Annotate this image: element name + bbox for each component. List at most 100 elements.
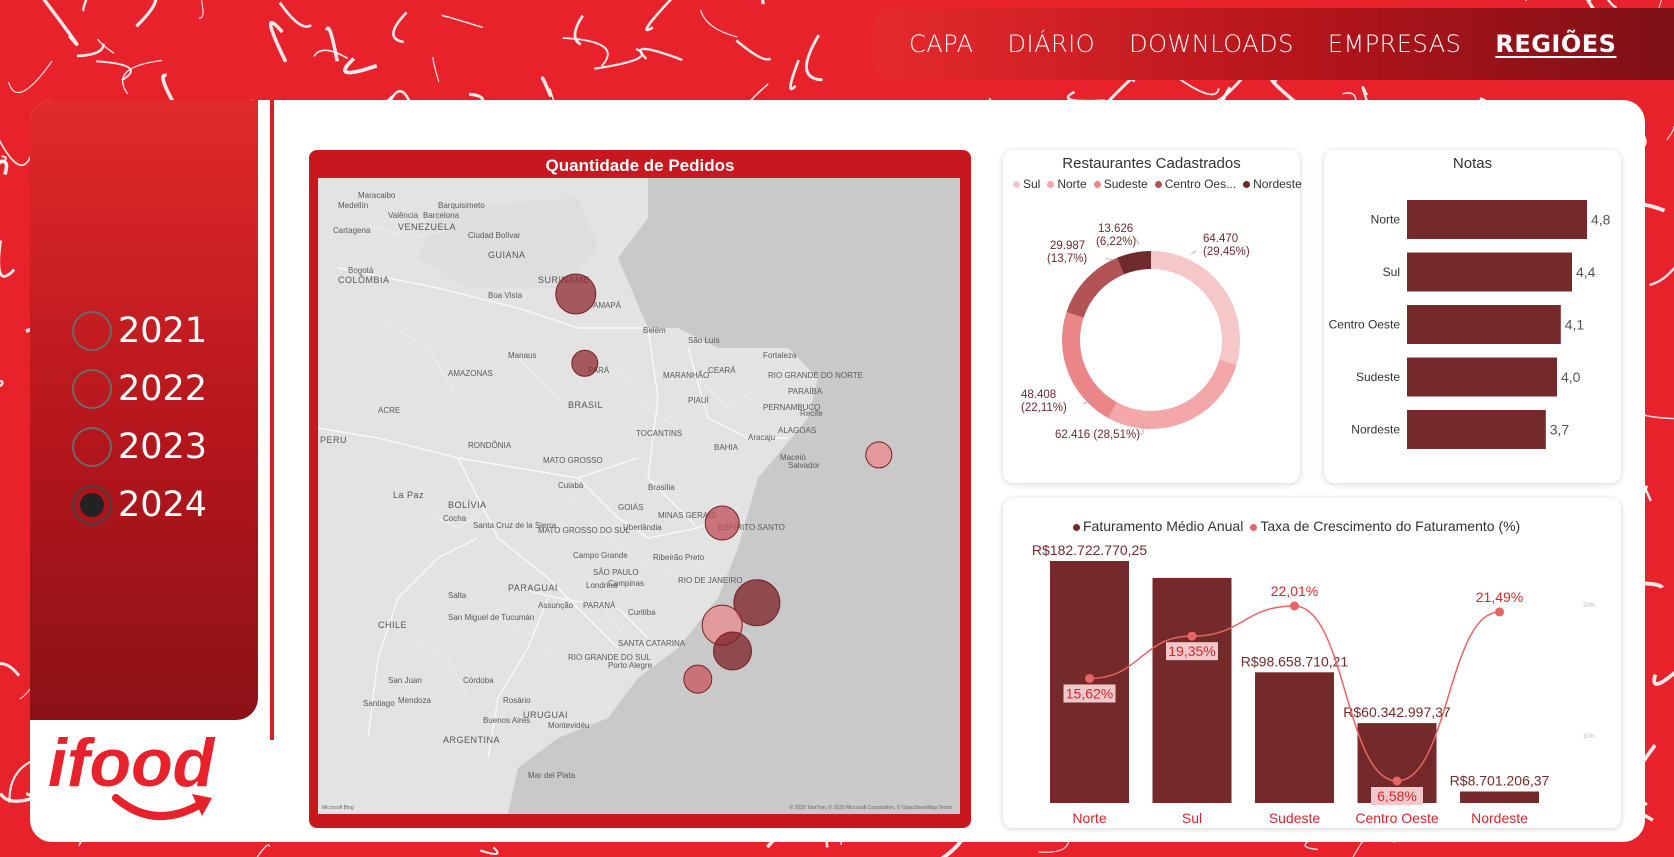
notas-card: Notas Norte 4,8 Sul 4,4 Centro Oeste 4,1 Sudes… xyxy=(1324,150,1621,483)
radio-icon[interactable] xyxy=(72,369,112,409)
map-label: RIO GRANDE DO SUL xyxy=(568,653,651,662)
map-label: Recife xyxy=(800,409,823,418)
map-label: Maceió xyxy=(780,453,806,462)
map-label: ACRE xyxy=(378,406,400,415)
donut-label-sul: 64.470 xyxy=(1203,233,1238,245)
donut-slice-norte xyxy=(1108,359,1237,429)
nav-tab-diario[interactable]: DIÁRIO xyxy=(1007,30,1096,58)
map-title: Quantidade de Pedidos xyxy=(545,156,735,175)
notas-category-label: Nordeste xyxy=(1351,423,1400,437)
faturamento-category-label: Sudeste xyxy=(1269,810,1321,826)
growth-rate-label: 19,35% xyxy=(1168,643,1215,659)
map-label: GOIÁS xyxy=(618,503,643,512)
map-label: MATO GROSSO xyxy=(543,456,603,465)
map-label: Uberlândia xyxy=(623,523,662,532)
radio-icon[interactable] xyxy=(72,311,112,351)
map-label: Mar del Plata xyxy=(528,771,576,780)
street-line xyxy=(325,26,339,62)
faturamento-bar-label: R$8.701.206,37 xyxy=(1450,773,1550,789)
notas-bar xyxy=(1407,305,1561,344)
legend-item-taxa[interactable]: Taxa de Crescimento do Faturamento (%) xyxy=(1250,518,1520,534)
notas-category-label: Sudeste xyxy=(1356,370,1400,384)
street-line xyxy=(1649,266,1674,287)
map-label: ESPÍRITO SANTO xyxy=(718,523,785,532)
map-label: RIO GRANDE DO NORTE xyxy=(768,371,863,380)
faturamento-bar-label: R$60.342.997,37 xyxy=(1343,704,1451,720)
year-option-2022[interactable]: 2022 xyxy=(72,360,242,418)
nav-tab-capa[interactable]: CAPA xyxy=(909,30,974,58)
map-bubble xyxy=(555,273,597,315)
map-attribution-logo: Microsoft Bing xyxy=(322,805,354,811)
nav-tab-regioes[interactable]: REGIÕES xyxy=(1495,30,1617,58)
sidebar-divider xyxy=(270,100,274,740)
map-label: Salvador xyxy=(788,461,820,470)
notas-category-label: Centro Oeste xyxy=(1329,318,1401,332)
year-option-2023[interactable]: 2023 xyxy=(72,418,242,476)
map-label: ALAGOAS xyxy=(778,426,816,435)
radio-icon[interactable] xyxy=(72,427,112,467)
year-label: 2021 xyxy=(118,311,208,351)
street-line xyxy=(760,0,765,5)
legend-item-nordeste[interactable]: Nordeste xyxy=(1243,177,1302,191)
map-label: RIO DE JANEIRO xyxy=(678,576,742,585)
legend-item-sul[interactable]: Sul xyxy=(1013,177,1040,191)
street-line xyxy=(805,34,823,82)
map-label: Assunção xyxy=(538,601,574,610)
map-label: PARANÁ xyxy=(583,601,616,610)
year-label: 2022 xyxy=(118,369,208,409)
axis-tick-20: 20% xyxy=(1583,603,1596,609)
legend-item-faturamento[interactable]: Faturamento Médio Anual xyxy=(1073,518,1243,534)
legend-item-centro-oeste[interactable]: Centro Oes... xyxy=(1154,177,1236,191)
street-line xyxy=(8,60,53,94)
radio-checked-icon[interactable] xyxy=(72,485,112,525)
legend-item-norte[interactable]: Norte xyxy=(1047,177,1087,191)
faturamento-bar xyxy=(1460,791,1539,803)
restaurantes-donut-chart: 64.470 (29,45%) 62.416 (28,51%) 48.408 (… xyxy=(1021,223,1250,441)
map-label: PARAGUAI xyxy=(508,583,558,593)
street-line xyxy=(342,57,378,75)
street-line xyxy=(82,0,88,12)
street-line xyxy=(278,1,312,28)
legend-item-sudeste[interactable]: Sudeste xyxy=(1093,177,1148,191)
faturamento-bar-label: R$98.658.710,21 xyxy=(1241,653,1349,669)
faturamento-bar xyxy=(1255,672,1334,803)
ifood-logo-icon: ifood xyxy=(48,725,216,821)
nav-tab-empresas[interactable]: EMPRESAS xyxy=(1327,30,1462,58)
restaurantes-card: Restaurantes Cadastrados Sul Norte Sudes… xyxy=(1003,150,1302,483)
year-option-2024[interactable]: 2024 xyxy=(72,476,242,534)
map-label: BAHIA xyxy=(714,443,739,452)
map-label: GUIANA xyxy=(488,250,526,260)
notas-category-label: Norte xyxy=(1371,213,1401,227)
map-label: Medellín xyxy=(338,201,368,210)
street-line xyxy=(0,240,16,278)
map-label: URUGUAI xyxy=(523,710,568,720)
map-label: PIAUÍ xyxy=(688,396,710,405)
map-label: Porto Alegre xyxy=(608,661,653,670)
street-line xyxy=(135,0,158,28)
street-line xyxy=(0,379,4,388)
map-label: Londrina xyxy=(586,581,618,590)
street-line xyxy=(96,60,132,81)
map-label: VENEZUELA xyxy=(398,222,456,232)
street-line xyxy=(0,662,21,677)
notas-value-label: 4,8 xyxy=(1591,212,1611,228)
donut-slice-sudeste xyxy=(1062,312,1118,419)
street-line xyxy=(789,59,800,91)
street-line xyxy=(700,9,738,38)
orders-map[interactable]: VENEZUELACOLÔMBIAGUIANASURINAMEAMAPÁBelé… xyxy=(318,178,960,814)
map-label: SÃO PAULO xyxy=(593,568,639,577)
faturamento-card: Faturamento Médio Anual Taxa de Crescime… xyxy=(1003,498,1621,828)
street-line xyxy=(562,36,609,67)
nav-tab-downloads[interactable]: DOWNLOADS xyxy=(1129,30,1294,58)
map-label: Santa Cruz de la Sierra xyxy=(473,521,557,530)
year-option-2021[interactable]: 2021 xyxy=(72,302,242,360)
street-line xyxy=(1179,78,1220,96)
street-line xyxy=(639,47,683,62)
street-line xyxy=(1652,670,1674,686)
map-attribution[interactable]: © 2025 TomTom, © 2025 Microsoft Corporat… xyxy=(789,805,952,811)
notas-value-label: 4,0 xyxy=(1561,369,1581,385)
street-line xyxy=(479,846,499,856)
street-line xyxy=(1666,126,1674,141)
map-label: Cartagena xyxy=(333,226,371,235)
year-sidebar xyxy=(30,100,258,720)
